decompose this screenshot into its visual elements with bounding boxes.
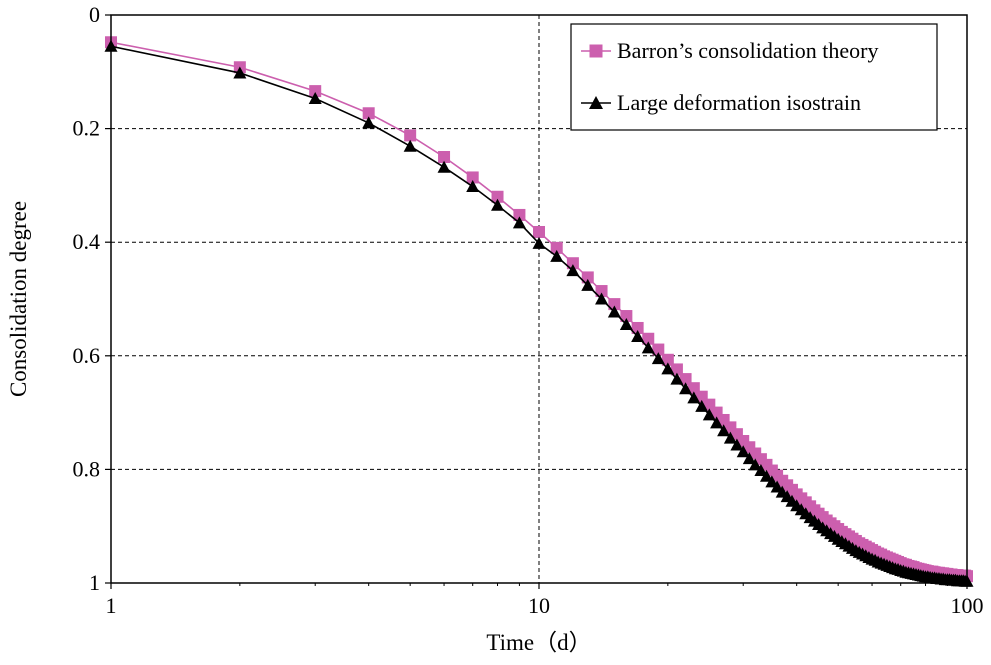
data-point	[550, 241, 563, 254]
data-point	[581, 278, 595, 291]
data-point	[607, 305, 621, 318]
data-point	[362, 107, 375, 120]
data-point	[631, 321, 644, 334]
data-point	[631, 329, 645, 342]
data-point	[651, 352, 665, 365]
legend-marker-large-deformation	[589, 96, 603, 109]
data-point	[748, 458, 762, 471]
data-point	[532, 236, 546, 249]
data-point	[723, 431, 737, 444]
data-point	[759, 469, 773, 482]
data-point	[642, 332, 655, 345]
y-tick-label: 0	[89, 2, 100, 27]
legend-marker-barron	[589, 44, 603, 58]
data-point	[717, 424, 731, 437]
x-axis-label: Time（d）	[486, 630, 591, 655]
data-point	[670, 372, 684, 385]
data-point	[309, 85, 322, 98]
data-point	[620, 310, 633, 323]
data-point	[679, 382, 693, 395]
data-point	[581, 271, 594, 284]
data-point	[595, 285, 608, 298]
y-axis-ticks: 0 0.2 0.4 0.6 0.8 1	[73, 2, 111, 595]
data-point	[438, 151, 451, 163]
data-point	[491, 190, 504, 203]
y-axis-label: Consolidation degree	[6, 201, 31, 397]
legend: Barron’s consolidation theory Large defo…	[570, 23, 938, 131]
data-point	[566, 264, 580, 277]
x-tick-label: 1	[106, 593, 117, 618]
data-point	[652, 343, 665, 356]
data-point	[404, 129, 417, 142]
y-tick-label: 1	[89, 570, 100, 595]
data-point	[661, 353, 674, 366]
data-point	[619, 318, 633, 331]
data-point	[710, 416, 724, 429]
series-large-deformation	[104, 39, 974, 587]
data-point	[730, 438, 744, 451]
data-point	[754, 464, 768, 477]
data-point	[595, 292, 609, 305]
x-tick-label: 10	[528, 593, 550, 618]
y-tick-label: 0.4	[73, 229, 101, 254]
data-point	[550, 249, 564, 262]
legend-label-barron: Barron’s consolidation theory	[617, 38, 879, 63]
data-point	[661, 362, 675, 375]
legend-label-large-deformation: Large deformation isostrain	[617, 90, 861, 115]
data-point	[513, 208, 526, 221]
data-point	[437, 160, 451, 173]
y-tick-label: 0.2	[73, 116, 101, 141]
data-point	[466, 180, 480, 193]
data-point	[512, 216, 526, 229]
data-point	[742, 452, 756, 465]
data-point	[362, 116, 376, 129]
data-point	[403, 139, 417, 152]
data-point	[233, 66, 247, 79]
data-point	[736, 445, 750, 458]
data-point	[679, 373, 692, 386]
x-tick-label: 100	[951, 593, 984, 618]
data-point	[702, 408, 716, 421]
data-point	[687, 391, 701, 404]
y-tick-label: 0.6	[73, 343, 101, 368]
y-tick-label: 0.8	[73, 456, 101, 481]
data-point	[491, 198, 505, 211]
data-point	[308, 92, 322, 104]
data-point	[670, 363, 683, 376]
legend-box	[570, 23, 938, 131]
series-layer	[104, 36, 974, 587]
data-point	[566, 257, 579, 270]
data-point	[533, 225, 545, 238]
data-point	[466, 171, 479, 184]
data-point	[608, 298, 621, 311]
data-point	[641, 341, 655, 354]
data-point	[695, 399, 709, 412]
x-axis-ticks: 1 10 100	[106, 583, 984, 618]
